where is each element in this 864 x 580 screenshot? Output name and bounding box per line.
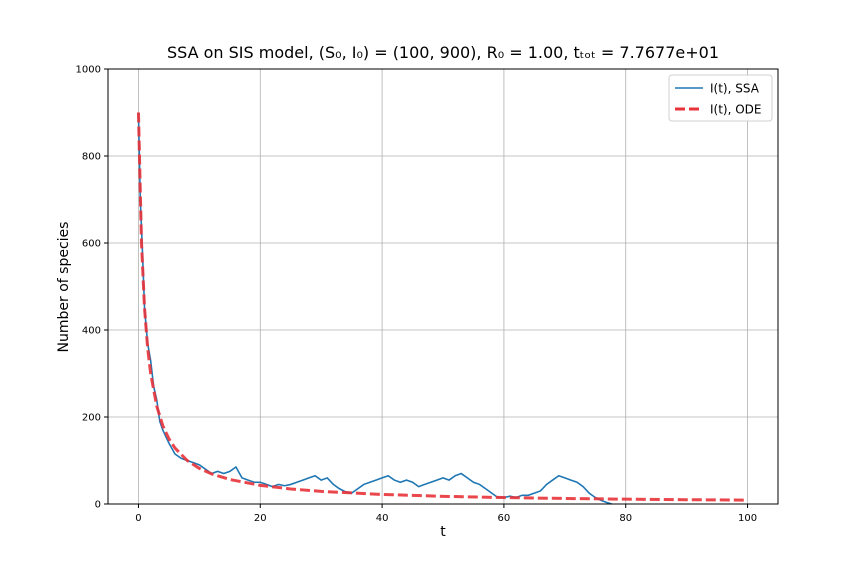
x-tick-label: 20 (254, 513, 267, 524)
series-line (136, 112, 748, 502)
y-tick-label: 800 (82, 152, 101, 163)
x-tick-label: 60 (498, 513, 511, 524)
y-tick-label: 600 (82, 239, 101, 250)
x-axis-label: t (440, 524, 446, 540)
x-tick-label: 0 (135, 513, 141, 524)
y-tick-label: 400 (82, 326, 101, 337)
legend-label: I(t), SSA (710, 82, 760, 96)
legend-label: I(t), ODE (710, 103, 762, 117)
x-tick-label: 40 (376, 513, 389, 524)
y-tick-label: 0 (95, 500, 101, 511)
legend: I(t), SSA I(t), ODE (668, 74, 773, 122)
y-tick-label: 1000 (76, 65, 101, 76)
series-line (137, 112, 612, 505)
chart-title: SSA on SIS model, (S₀, I₀) = (100, 900),… (167, 43, 719, 62)
x-tick-label: 80 (619, 513, 632, 524)
y-axis-label: Number of species (56, 222, 72, 353)
x-tick-label: 100 (738, 513, 757, 524)
plot-frame (107, 68, 779, 505)
y-tick-label: 200 (82, 413, 101, 424)
